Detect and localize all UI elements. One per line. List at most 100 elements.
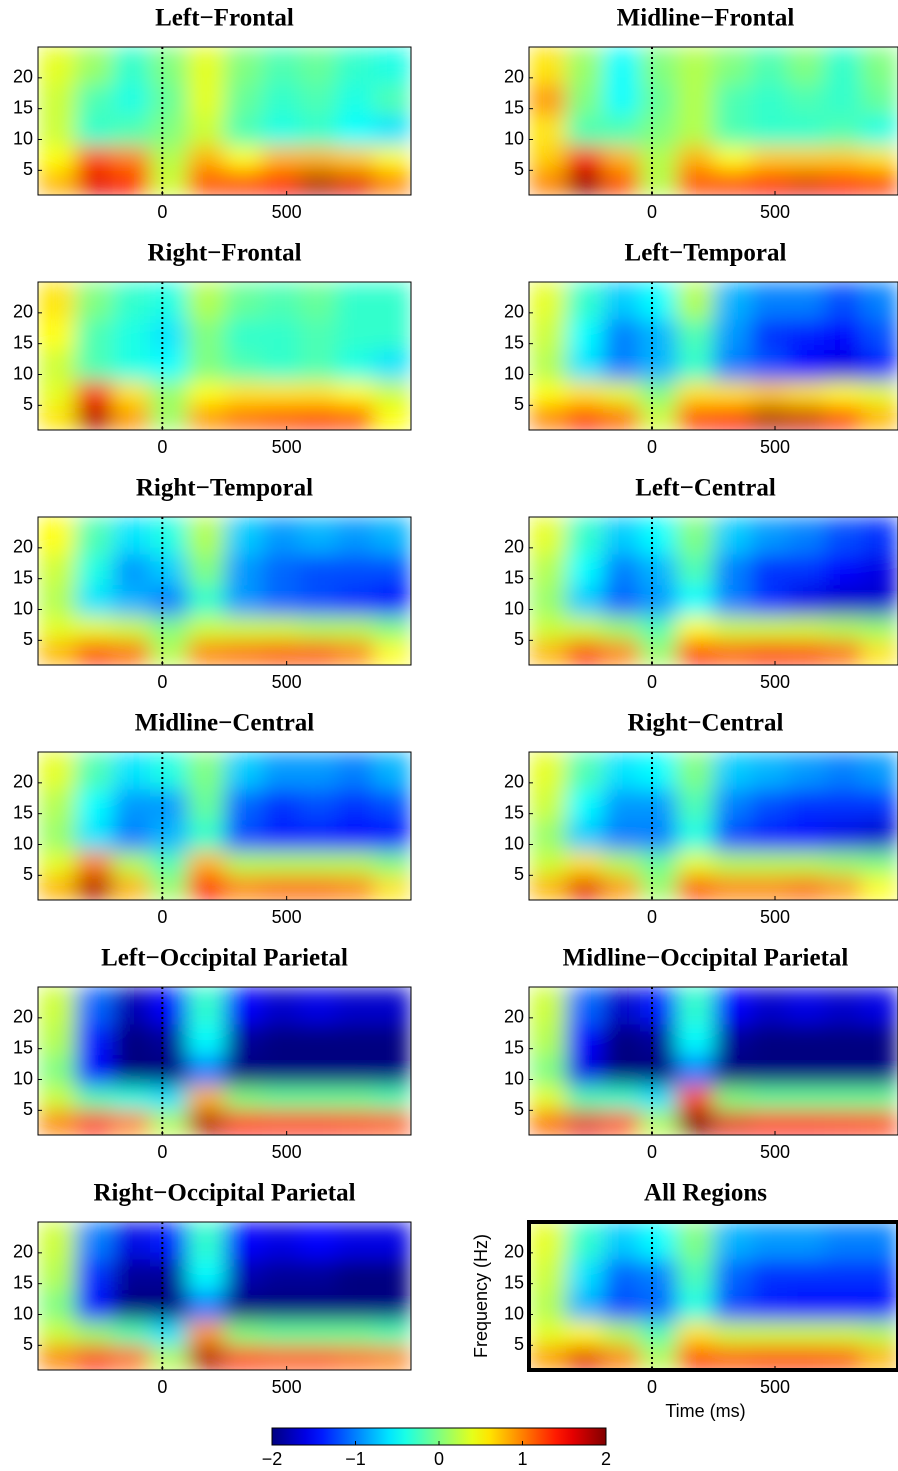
x-tick-label: 500 — [272, 202, 302, 222]
y-tick-label: 10 — [13, 1068, 33, 1088]
heat-cell — [824, 1259, 861, 1290]
heat-cell — [787, 987, 824, 1025]
heat-cell — [336, 517, 374, 555]
heat-cell — [374, 987, 412, 1025]
heat-cell — [750, 319, 787, 350]
heat-cell — [225, 640, 263, 665]
heat-cell — [187, 875, 225, 900]
heat-cell — [113, 585, 151, 616]
heat-cell — [262, 47, 300, 85]
x-tick-label: 500 — [760, 1377, 790, 1397]
heat-cell — [150, 987, 188, 1025]
y-tick-label: 15 — [13, 1037, 33, 1057]
y-tick-label: 5 — [514, 1334, 524, 1354]
heat-cell — [640, 1110, 677, 1135]
panel-title: Right−Frontal — [147, 240, 301, 267]
heat-cell — [299, 851, 337, 876]
heat-cell — [750, 1321, 787, 1346]
heat-cell — [336, 1055, 374, 1086]
heatmap-cells — [529, 282, 898, 431]
heat-cell — [824, 1321, 861, 1346]
heat-cell — [374, 282, 412, 320]
heat-cell — [750, 616, 787, 641]
heat-cell — [336, 1110, 374, 1135]
heat-cell — [677, 146, 714, 171]
heat-cell — [824, 851, 861, 876]
heat-cell — [861, 1086, 898, 1111]
heat-cell — [225, 319, 263, 350]
heat-cell — [113, 1345, 151, 1370]
heat-cell — [714, 319, 751, 350]
heat-cell — [603, 1321, 640, 1346]
heat-cell — [861, 1222, 898, 1260]
y-tick-label: 5 — [514, 629, 524, 649]
heat-cell — [299, 282, 337, 320]
heat-cell — [113, 47, 151, 85]
heat-cell — [225, 554, 263, 585]
heat-cell — [336, 1222, 374, 1260]
y-tick-label: 5 — [23, 864, 33, 884]
heat-cell — [529, 1290, 566, 1321]
heat-cell — [262, 517, 300, 555]
heat-cell — [187, 405, 225, 430]
x-tick-label: 500 — [760, 437, 790, 457]
heat-cell — [187, 752, 225, 790]
heat-cell — [787, 319, 824, 350]
heat-cell — [861, 1321, 898, 1346]
heat-cell — [750, 752, 787, 790]
heat-cell — [529, 381, 566, 406]
heat-cell — [566, 640, 603, 665]
heat-cell — [714, 987, 751, 1025]
heat-cell — [529, 47, 566, 85]
heat-cell — [750, 1222, 787, 1260]
heat-cell — [787, 405, 824, 430]
heat-cell — [603, 1345, 640, 1370]
heat-cell — [150, 170, 188, 195]
heat-cell — [640, 1290, 677, 1321]
heat-cell — [640, 170, 677, 195]
heat-cell — [374, 405, 412, 430]
heat-cell — [75, 1222, 113, 1260]
heat-cell — [861, 1024, 898, 1055]
heat-cell — [640, 146, 677, 171]
colorbar-tick-label: −1 — [345, 1449, 366, 1469]
heat-cell — [113, 115, 151, 146]
heat-cell — [824, 282, 861, 320]
heat-cell — [714, 1055, 751, 1086]
heat-cell — [75, 820, 113, 851]
heat-cell — [861, 350, 898, 381]
heat-cell — [225, 1290, 263, 1321]
heat-cell — [529, 1321, 566, 1346]
heat-cell — [714, 115, 751, 146]
heat-cell — [750, 1290, 787, 1321]
heat-cell — [861, 517, 898, 555]
x-tick-label: 500 — [272, 907, 302, 927]
heat-cell — [529, 170, 566, 195]
heat-cell — [113, 170, 151, 195]
heat-cell — [113, 987, 151, 1025]
x-tick-label: 500 — [272, 672, 302, 692]
heat-cell — [38, 1345, 76, 1370]
heat-cell — [677, 1222, 714, 1260]
heat-cell — [187, 640, 225, 665]
heat-cell — [603, 1024, 640, 1055]
heat-cell — [38, 1024, 76, 1055]
heat-cell — [603, 319, 640, 350]
heat-cell — [714, 146, 751, 171]
heat-cell — [750, 1086, 787, 1111]
heat-cell — [640, 319, 677, 350]
heat-cell — [225, 1110, 263, 1135]
y-tick-label: 5 — [514, 159, 524, 179]
heat-cell — [603, 282, 640, 320]
heat-cell — [861, 875, 898, 900]
heat-cell — [787, 1321, 824, 1346]
panel-title: Right−Central — [628, 710, 784, 737]
heat-cell — [529, 616, 566, 641]
heatmap-cells — [38, 517, 412, 666]
heat-cell — [566, 585, 603, 616]
heat-cell — [75, 282, 113, 320]
heat-cell — [529, 1024, 566, 1055]
heat-cell — [603, 752, 640, 790]
heat-cell — [714, 1024, 751, 1055]
heat-cell — [714, 1222, 751, 1260]
